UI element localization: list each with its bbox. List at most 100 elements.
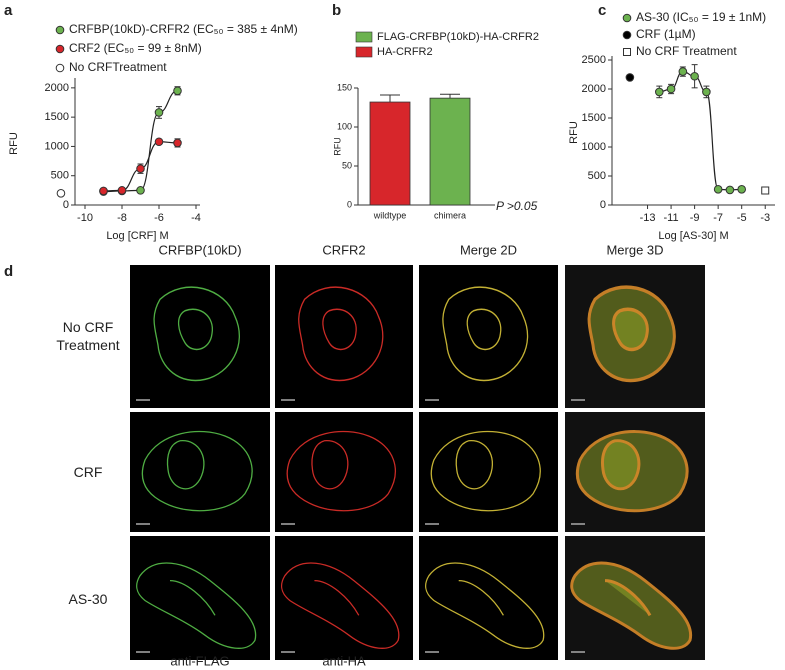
cell-outline <box>177 308 213 351</box>
cell-outline <box>286 430 396 512</box>
cell-outline <box>442 286 529 382</box>
legend-swatch <box>355 46 373 58</box>
marker <box>56 188 66 198</box>
panel-label: b <box>332 2 341 19</box>
x-tick-label: -6 <box>154 212 164 224</box>
x-tick-label: -11 <box>664 212 679 224</box>
cell-outline <box>136 562 257 649</box>
cell-outline <box>141 430 253 512</box>
column-header: CRFBP(10kD) <box>158 242 241 257</box>
x-tick-label: -7 <box>713 212 723 224</box>
column-header: Merge 2D <box>460 242 517 257</box>
x-tick-label: chimera <box>434 210 466 220</box>
cell-outline <box>425 562 545 649</box>
x-tick-label: -5 <box>737 212 747 224</box>
bar <box>369 101 411 206</box>
marker <box>737 185 746 194</box>
marker <box>99 186 108 196</box>
micrograph <box>130 265 270 408</box>
x-tick-label: -8 <box>117 212 127 224</box>
y-tick-label: 1000 <box>45 140 69 152</box>
cell-outline <box>169 579 216 616</box>
micrograph <box>419 536 558 660</box>
micrograph <box>130 536 270 660</box>
marker <box>154 137 164 147</box>
cell-outline <box>311 440 349 490</box>
panel-label: c <box>598 2 606 19</box>
legend-marker <box>55 63 65 73</box>
micrograph <box>275 412 413 532</box>
x-tick-label: -13 <box>640 212 656 224</box>
cell-outline <box>281 562 400 649</box>
marker <box>666 84 676 94</box>
marker <box>761 186 770 195</box>
x-tick-label: -3 <box>760 212 770 224</box>
marker <box>655 87 664 97</box>
y-tick-label: 2000 <box>45 82 69 94</box>
legend-marker <box>55 25 65 35</box>
micrograph <box>419 265 558 408</box>
x-axis-title: Log [CRF] M <box>106 230 168 242</box>
cell-outline <box>455 440 493 490</box>
annotation: P >0.05 <box>496 199 538 213</box>
row-label: CRF <box>73 464 103 480</box>
bar <box>429 97 471 206</box>
cell-outline <box>314 579 360 616</box>
cell-outline <box>458 579 504 616</box>
y-tick-label: 500 <box>51 170 69 182</box>
column-header: CRFR2 <box>322 242 365 257</box>
y-tick-label: 0 <box>63 199 69 211</box>
y-tick-label: 1000 <box>582 141 606 153</box>
y-tick-label: 500 <box>588 170 606 182</box>
micrograph <box>130 412 270 532</box>
x-axis-title: Log [AS-30] M <box>658 230 728 242</box>
legend-label: AS-30 (IC₅₀ = 19 ± 1nM) <box>636 10 766 24</box>
cell-outline <box>298 286 384 382</box>
panel-label: a <box>4 2 13 19</box>
row-label: AS-30 <box>68 591 108 607</box>
cell-outline <box>153 286 240 382</box>
cell-outline <box>587 285 676 383</box>
x-tick-label: -9 <box>690 212 700 224</box>
panel-label: d <box>4 263 13 280</box>
legend-label: FLAG-CRFBP(10kD)-HA-CRFR2 <box>377 31 539 43</box>
y-tick-label: 1500 <box>582 112 606 124</box>
cell-outline <box>466 308 502 351</box>
marker <box>690 71 699 81</box>
y-tick-label: 50 <box>342 160 352 170</box>
y-tick-label: 2500 <box>582 54 606 66</box>
y-axis-title: RFU <box>8 132 20 155</box>
legend-label: CRF (1µM) <box>636 27 696 41</box>
cell-outline <box>166 440 205 490</box>
marker <box>136 164 145 173</box>
marker <box>702 87 711 97</box>
legend-marker <box>623 48 631 56</box>
micrograph <box>275 265 413 408</box>
marker <box>173 86 182 96</box>
y-tick-label: 100 <box>337 121 352 131</box>
legend-label: CRFBP(10kD)-CRFR2 (EC₅₀ = 385 ± 4nM) <box>69 22 298 36</box>
cell-outline <box>570 561 693 650</box>
marker <box>713 185 723 194</box>
y-tick-label: 2000 <box>582 83 606 95</box>
legend-label: No CRFTreatment <box>69 60 167 74</box>
y-tick-label: 0 <box>600 199 606 211</box>
y-tick-label: 1500 <box>45 111 69 123</box>
legend-marker <box>622 30 632 40</box>
micrograph <box>419 412 558 532</box>
y-axis-title: RFU <box>332 137 342 156</box>
marker <box>136 186 145 195</box>
column-header: Merge 3D <box>606 242 663 257</box>
marker <box>725 185 735 195</box>
legend-label: No CRF Treatment <box>636 44 737 58</box>
marker <box>154 108 164 117</box>
legend-marker <box>622 13 632 23</box>
cell-outline <box>612 307 649 352</box>
footer-label: anti-FLAG <box>170 653 229 668</box>
marker <box>173 138 182 148</box>
x-tick-label: wildtype <box>373 210 407 220</box>
y-tick-label: 150 <box>337 82 352 92</box>
y-tick-label: 0 <box>347 199 352 209</box>
